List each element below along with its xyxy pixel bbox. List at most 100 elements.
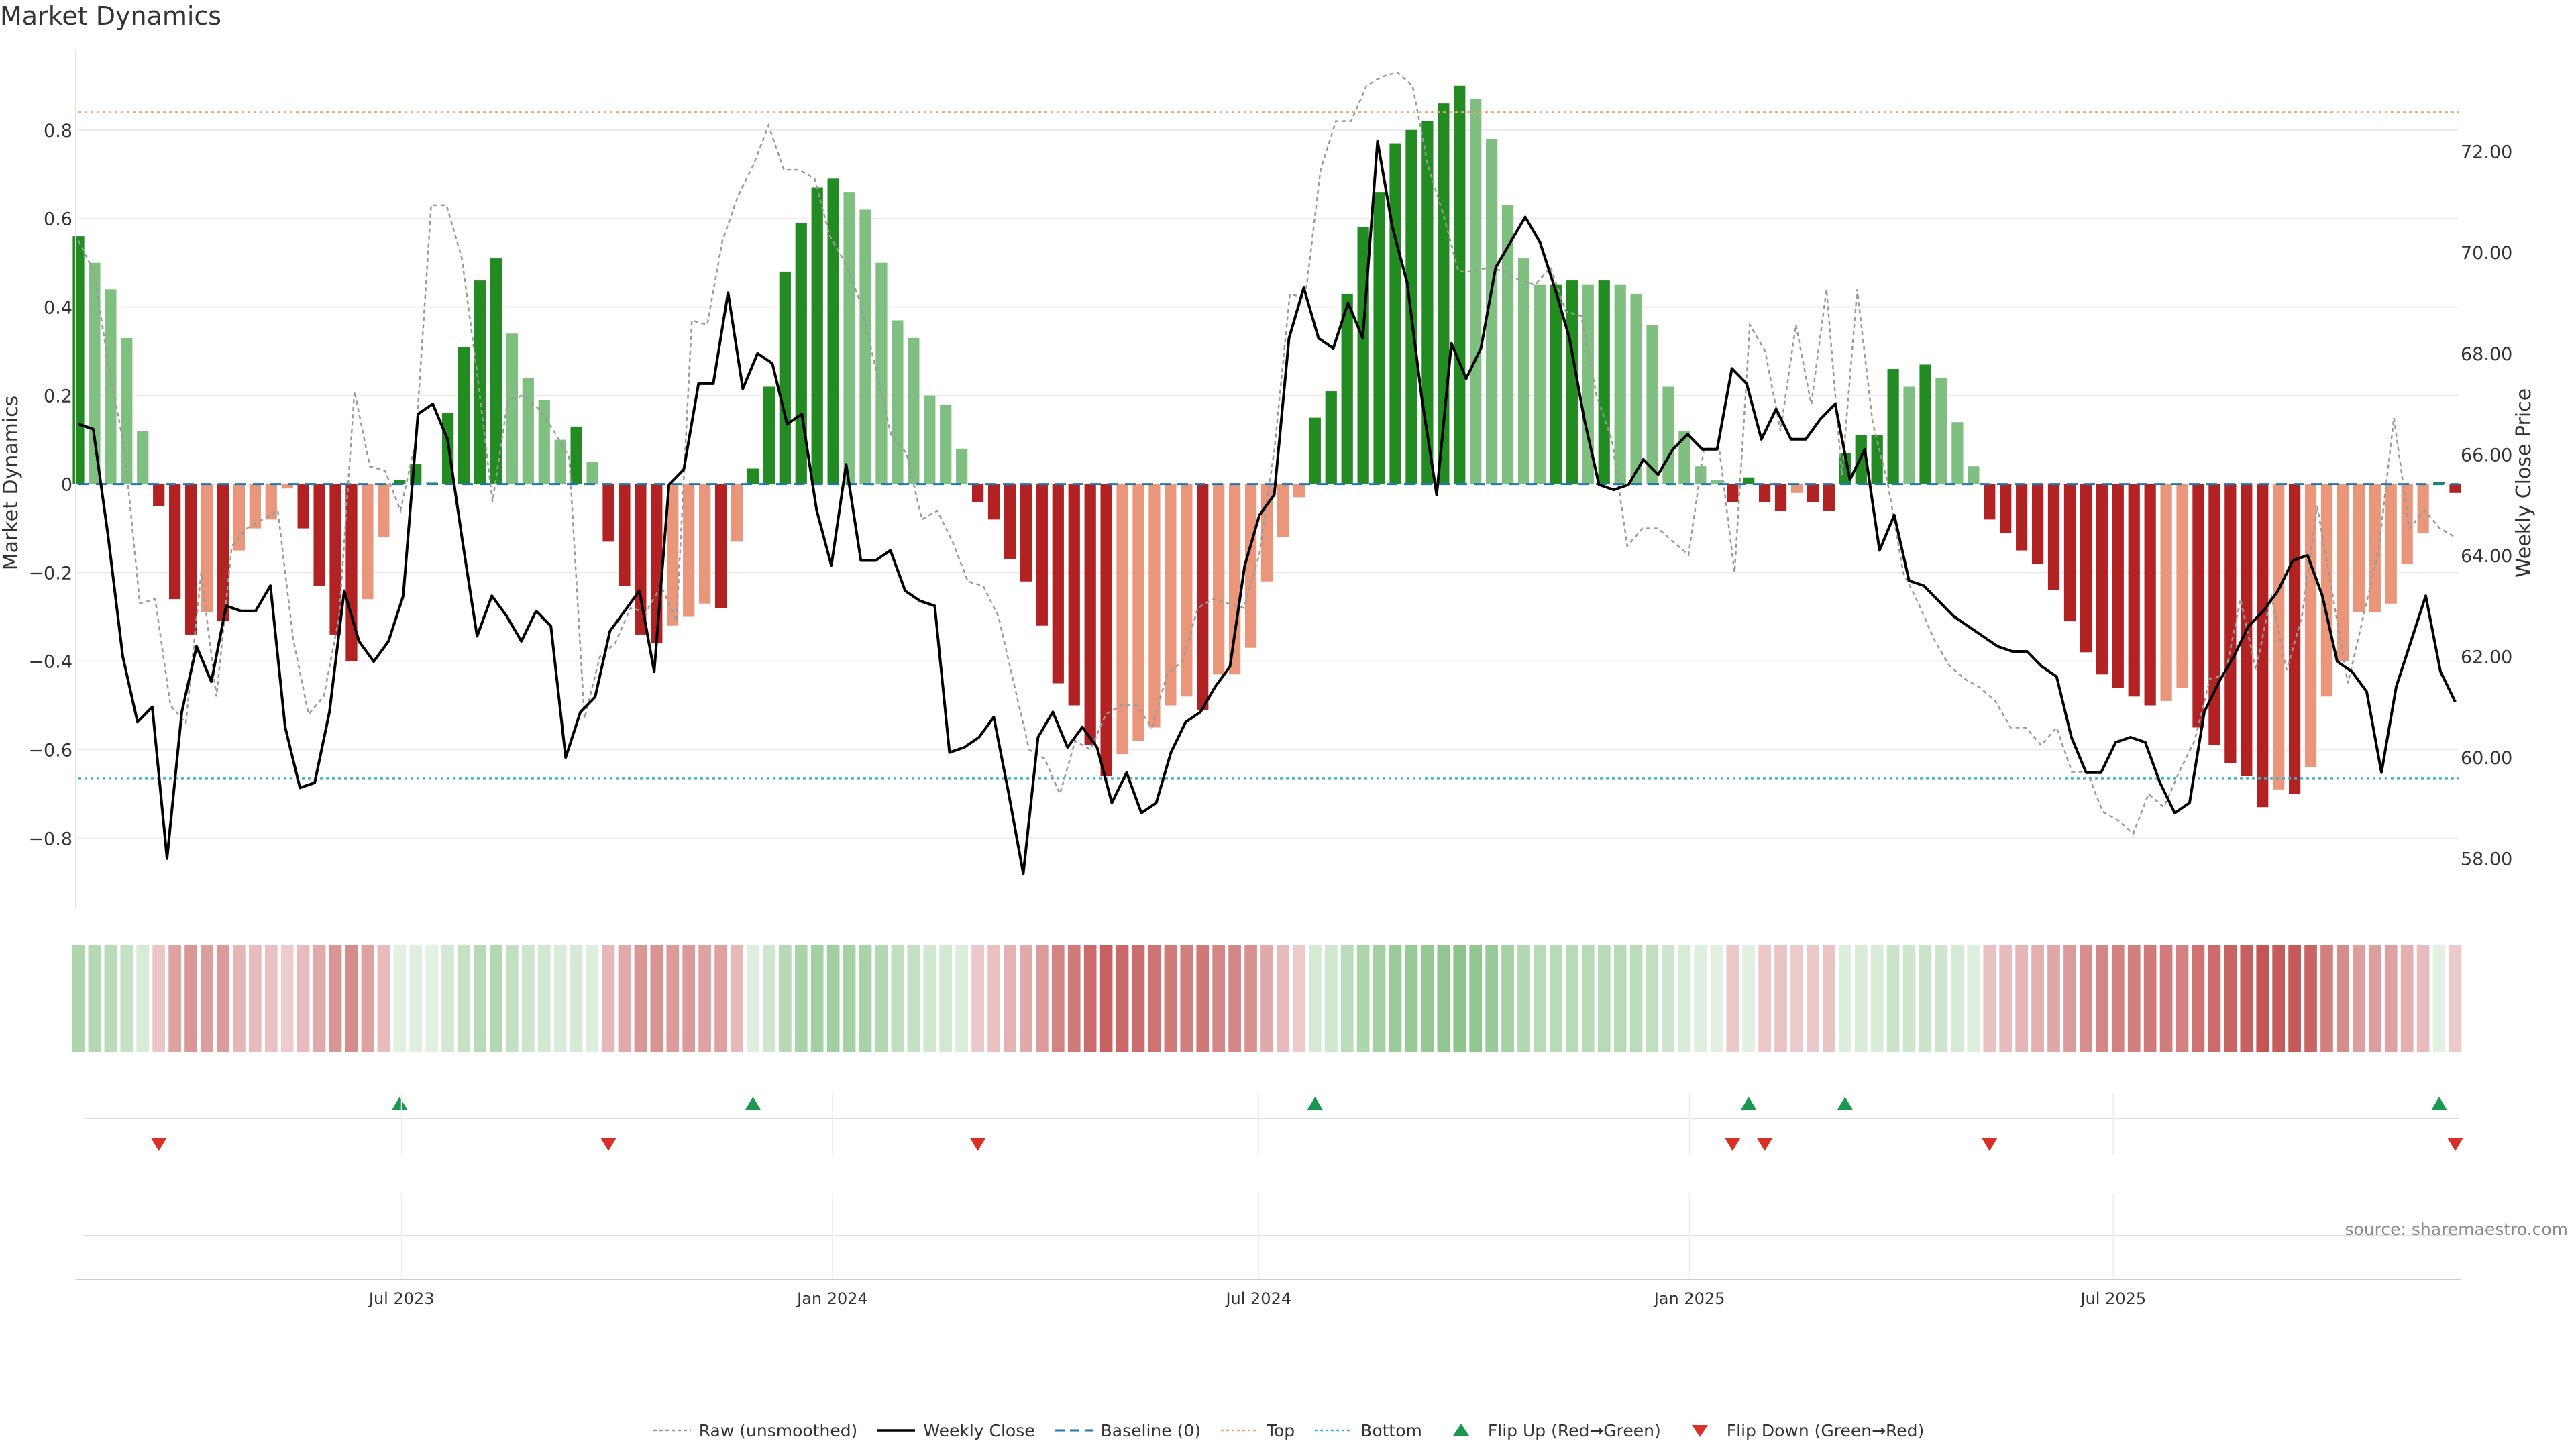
regime-cell (1758, 945, 1771, 1052)
y-tick-label: 0.8 (44, 121, 72, 142)
bar (763, 386, 775, 484)
regime-cell (377, 945, 390, 1052)
bar (1919, 364, 1931, 484)
y-tick-label: 0.6 (44, 209, 72, 230)
bar (554, 439, 566, 484)
regime-cell (1421, 945, 1434, 1052)
flip-down-marker (969, 1138, 986, 1151)
regime-cell (778, 945, 792, 1052)
flip-up-marker (745, 1097, 761, 1110)
regime-cell (2031, 945, 2044, 1052)
regime-cell (120, 945, 133, 1052)
bar (1373, 192, 1385, 484)
regime-cell (1244, 945, 1257, 1052)
bar (1968, 466, 1980, 484)
regime-cell (1228, 945, 1241, 1052)
regime-cell (907, 945, 920, 1052)
bar (2000, 484, 2012, 533)
bar (1951, 422, 1964, 484)
regime-cell (2224, 945, 2237, 1052)
regime-cell (1212, 945, 1226, 1052)
flip-down-marker (600, 1138, 616, 1151)
bar (2144, 484, 2156, 706)
regime-cell (233, 945, 246, 1052)
regime-cell (1293, 945, 1305, 1052)
regime-cell (1116, 945, 1129, 1052)
legend-label: Weekly Close (923, 1420, 1035, 1440)
bar (2385, 484, 2397, 604)
regime-cell (650, 945, 663, 1052)
bar (1678, 431, 1690, 484)
regime-cell (1983, 945, 1996, 1052)
regime-cell (1742, 945, 1756, 1052)
bar (1534, 284, 1546, 484)
bar (683, 484, 695, 617)
bar (2063, 484, 2076, 622)
regime-cell (570, 945, 583, 1052)
bar (1293, 484, 1305, 498)
regime-cell (875, 945, 888, 1052)
regime-cell (602, 945, 615, 1052)
regime-cell (2416, 945, 2430, 1052)
flip-down-marker (2447, 1138, 2463, 1151)
bar (2337, 484, 2349, 661)
regime-cell (297, 945, 310, 1052)
bar (1550, 284, 1562, 484)
flip-down-marker (1724, 1138, 1741, 1151)
y-tick-label: 0.2 (44, 386, 72, 407)
regime-cell (136, 945, 150, 1052)
regime-cell (1067, 945, 1081, 1052)
regime-cell (1823, 945, 1835, 1052)
bar (1839, 453, 1851, 484)
regime-cell (1437, 945, 1450, 1052)
bar (586, 462, 598, 484)
regime-cell (1453, 945, 1466, 1052)
regime-cell (2111, 945, 2125, 1052)
bar (1325, 391, 1337, 484)
regime-cell (2176, 945, 2189, 1052)
regime-cell (1726, 945, 1739, 1052)
legend-item: Bottom (1313, 1421, 1422, 1440)
bar (2369, 484, 2381, 612)
regime-cell (361, 945, 374, 1052)
regime-cell (2159, 945, 2173, 1052)
legend-item: Baseline (0) (1054, 1421, 1201, 1440)
bar (121, 337, 133, 484)
bar (667, 484, 679, 626)
bar (908, 337, 920, 484)
regime-cell (2096, 945, 2108, 1052)
bar (1020, 484, 1032, 582)
bar (2096, 484, 2108, 675)
bar (924, 395, 936, 484)
bar (1229, 484, 1241, 675)
regime-cell (1485, 945, 1498, 1052)
legend-label: Baseline (0) (1100, 1420, 1201, 1440)
dotted-gray-line-icon (653, 1429, 691, 1432)
regime-cell (2368, 945, 2381, 1052)
bar (2208, 484, 2220, 745)
regime-cell (714, 945, 727, 1052)
bar (635, 484, 647, 635)
regime-cell (1004, 945, 1016, 1052)
bar (2449, 484, 2461, 493)
bar (2112, 484, 2124, 688)
regime-cell (794, 945, 808, 1052)
y-tick-label: −0.4 (28, 652, 72, 673)
bar (506, 333, 518, 484)
legend-triangle (1452, 1424, 1469, 1436)
bar (184, 484, 197, 635)
regime-cell (1854, 945, 1868, 1052)
bar (1165, 484, 1177, 706)
bar (699, 484, 711, 604)
regime-cell (1646, 945, 1659, 1052)
regime-cell (987, 945, 1000, 1052)
regime-cell (955, 945, 968, 1052)
regime-cell (1099, 945, 1113, 1052)
regime-cell (634, 945, 647, 1052)
y2-tick-label: 66.00 (2461, 445, 2512, 466)
bar (2417, 484, 2429, 533)
legend: Raw (unsmoothed) Weekly Close Baseline (0)… (0, 1415, 2576, 1445)
regime-cell (1629, 945, 1643, 1052)
regime-cell (2320, 945, 2333, 1052)
regime-cell (217, 945, 229, 1052)
